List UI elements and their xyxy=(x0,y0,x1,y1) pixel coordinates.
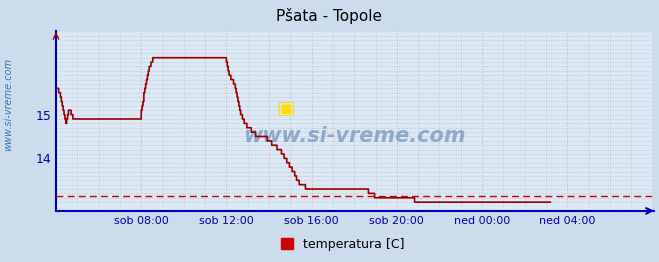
Text: Pšata - Topole: Pšata - Topole xyxy=(277,8,382,24)
Text: www.si-vreme.com: www.si-vreme.com xyxy=(3,58,13,151)
Text: ▣: ▣ xyxy=(276,99,295,118)
Text: www.si-vreme.com: www.si-vreme.com xyxy=(243,125,465,145)
Legend: temperatura [C]: temperatura [C] xyxy=(275,233,410,256)
